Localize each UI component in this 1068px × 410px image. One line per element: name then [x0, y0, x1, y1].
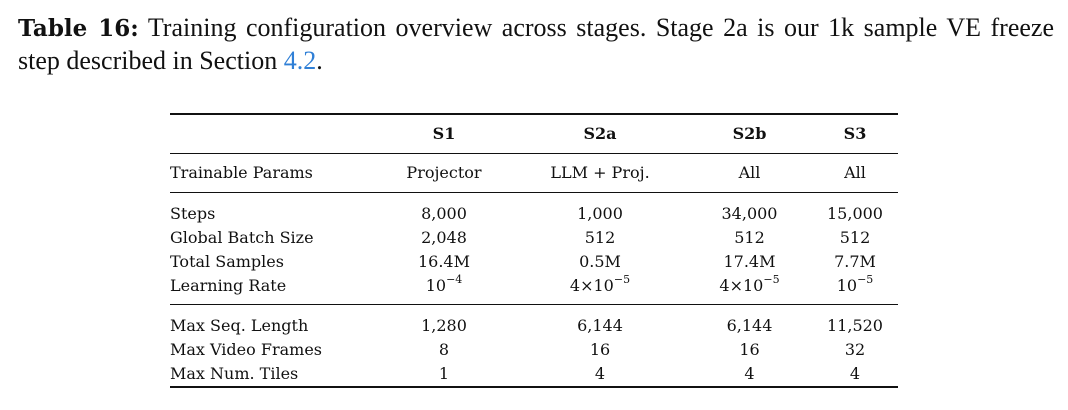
- cell: 11,520: [812, 304, 898, 338]
- cell: 8: [438, 340, 450, 359]
- learning-rate-row: Learning Rate 10−4 4×10−5 4×10−5 10−5: [170, 274, 898, 305]
- cell: 512: [839, 228, 871, 247]
- row-label: Learning Rate: [170, 276, 287, 295]
- caption-text: Training configuration overview across s…: [18, 13, 1054, 75]
- row-label: Global Batch Size: [170, 228, 314, 247]
- max-video-frames-row: Max Video Frames 8 16 16 32: [170, 338, 898, 362]
- cell: 1,280: [375, 304, 513, 338]
- max-seq-length-row: Max Seq. Length 1,280 6,144 6,144 11,520: [170, 304, 898, 338]
- cell: 7.7M: [834, 252, 876, 271]
- row-label: Steps: [170, 192, 375, 226]
- header-row: S1 S2a S2b S3: [170, 113, 898, 154]
- global-batch-size-row: Global Batch Size 2,048 512 512 512: [170, 226, 898, 250]
- cell: 4: [687, 362, 812, 388]
- steps-row: Steps 8,000 1,000 34,000 15,000: [170, 192, 898, 226]
- cell: 4×10−5: [569, 273, 631, 295]
- cell: 16: [589, 340, 611, 359]
- cell: 6,144: [687, 304, 812, 338]
- row-label: Trainable Params: [170, 153, 375, 193]
- cell: 6,144: [513, 304, 687, 338]
- trainable-params-row: Trainable Params Projector LLM + Proj. A…: [170, 153, 898, 193]
- cell: 34,000: [687, 192, 812, 226]
- cell: 512: [734, 228, 765, 247]
- cell: 16.4M: [417, 252, 470, 271]
- cell: 16: [739, 340, 760, 359]
- header-s1: S1: [375, 113, 513, 154]
- cell: 17.4M: [723, 252, 776, 271]
- cell: 4: [513, 362, 687, 388]
- training-config-table: S1 S2a S2b S3 Trainable Params Projector…: [170, 113, 898, 388]
- caption-label: Table 16:: [18, 15, 139, 42]
- cell: All: [812, 153, 898, 193]
- cell: 1: [375, 362, 513, 388]
- cell: LLM + Proj.: [513, 153, 687, 193]
- row-label: Max Num. Tiles: [170, 362, 375, 388]
- header-s2a: S2a: [513, 113, 687, 154]
- cell: Projector: [375, 153, 513, 193]
- row-label: Max Video Frames: [170, 340, 322, 359]
- cell: 0.5M: [579, 252, 621, 271]
- header-blank: [170, 113, 375, 154]
- row-label: Total Samples: [170, 252, 284, 271]
- cell: 4×10−5: [719, 273, 780, 295]
- row-label: Max Seq. Length: [170, 304, 375, 338]
- cell: 4: [812, 362, 898, 388]
- cell: All: [687, 153, 812, 193]
- caption-end: .: [316, 46, 323, 75]
- cell: 1,000: [513, 192, 687, 226]
- table-caption: Table 16: Training configuration overvie…: [18, 12, 1054, 77]
- cell: 32: [844, 340, 866, 359]
- section-reference-link[interactable]: 4.2: [283, 46, 317, 75]
- max-num-tiles-row: Max Num. Tiles 1 4 4 4: [170, 362, 898, 388]
- header-s2b: S2b: [687, 113, 812, 154]
- cell: 8,000: [375, 192, 513, 226]
- cell: 10−5: [836, 273, 874, 295]
- cell: 2,048: [421, 228, 467, 247]
- cell: 10−4: [425, 273, 463, 295]
- header-s3: S3: [812, 113, 898, 154]
- total-samples-row: Total Samples 16.4M 0.5M 17.4M 7.7M: [170, 250, 898, 274]
- cell: 15,000: [812, 192, 898, 226]
- cell: 512: [584, 228, 616, 247]
